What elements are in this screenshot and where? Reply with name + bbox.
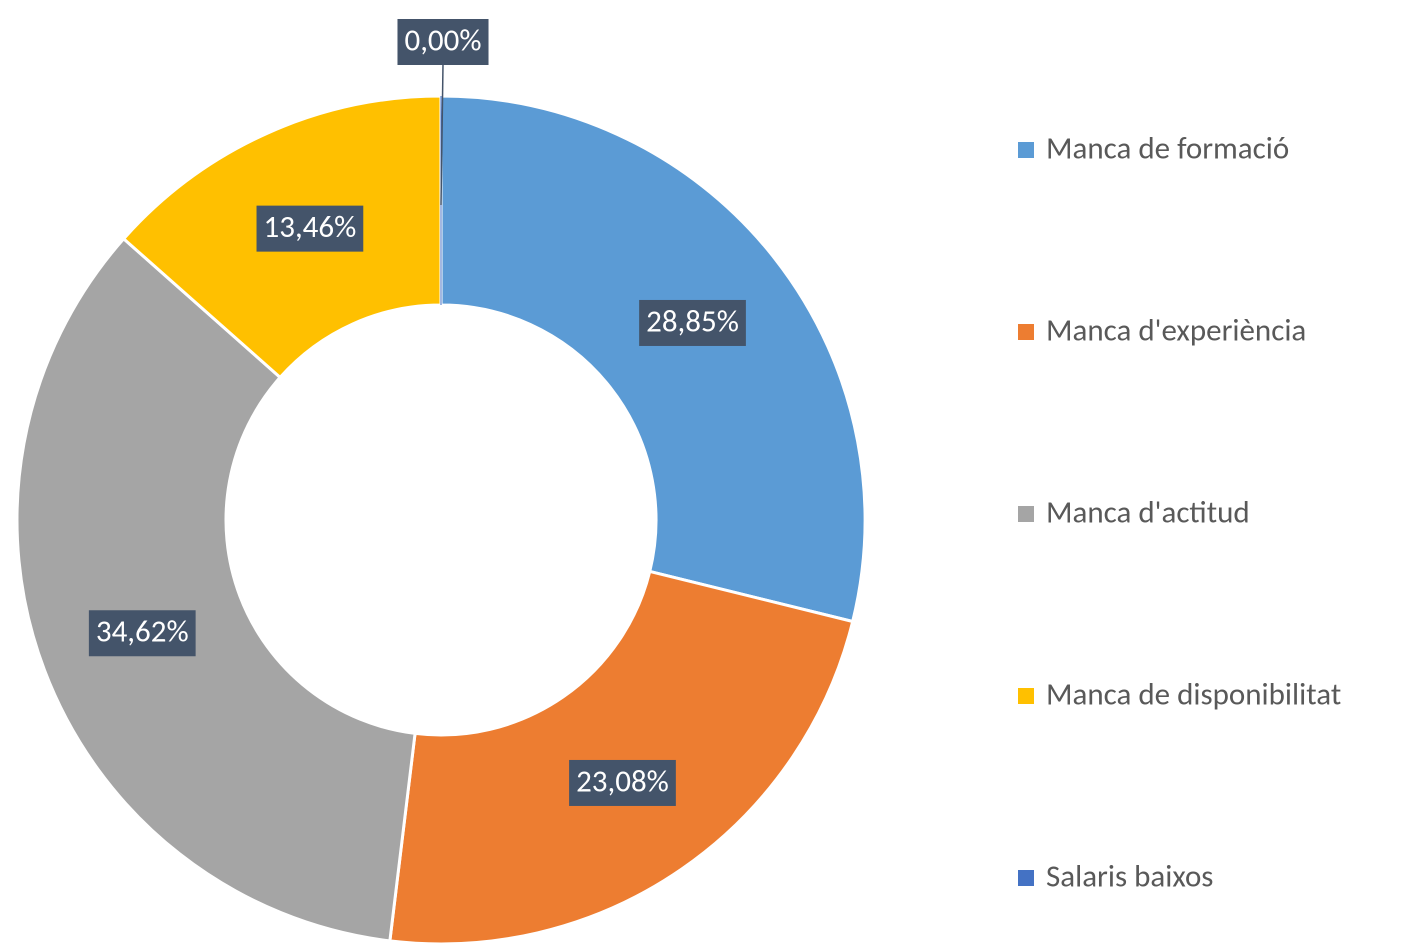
data-label-box — [397, 19, 489, 65]
data-label-box — [569, 759, 676, 806]
legend-swatch — [1018, 142, 1034, 158]
data-label-group: 28,85% — [639, 299, 746, 346]
legend-label: Manca de disponibilitat — [1046, 675, 1341, 713]
data-label-group: 0,00% — [397, 19, 489, 65]
data-label: 23,08% — [576, 762, 669, 800]
data-label: 13,46% — [264, 208, 357, 246]
data-label: 34,62% — [96, 613, 189, 651]
slice — [388, 569, 855, 945]
leader-line — [440, 63, 444, 206]
slice — [15, 236, 417, 943]
data-label-group: 23,08% — [569, 759, 676, 806]
legend-label: Manca de formació — [1046, 129, 1289, 167]
legend-swatch — [1018, 870, 1034, 886]
slice — [439, 94, 867, 624]
legend-swatch — [1018, 688, 1034, 704]
data-label-box — [639, 299, 746, 346]
legend-swatch — [1018, 506, 1034, 522]
data-label: 28,85% — [646, 302, 739, 340]
data-label-group: 13,46% — [256, 205, 364, 252]
data-label-box — [88, 610, 196, 657]
data-label-box — [256, 205, 364, 252]
data-label-group: 34,62% — [88, 610, 196, 657]
legend-swatch — [1018, 324, 1034, 340]
legend-label: Salaris baixos — [1046, 857, 1213, 895]
legend-label: Manca d'experiència — [1046, 311, 1306, 349]
legend-label: Manca d'actitud — [1046, 493, 1250, 531]
data-label: 0,00% — [404, 21, 481, 59]
